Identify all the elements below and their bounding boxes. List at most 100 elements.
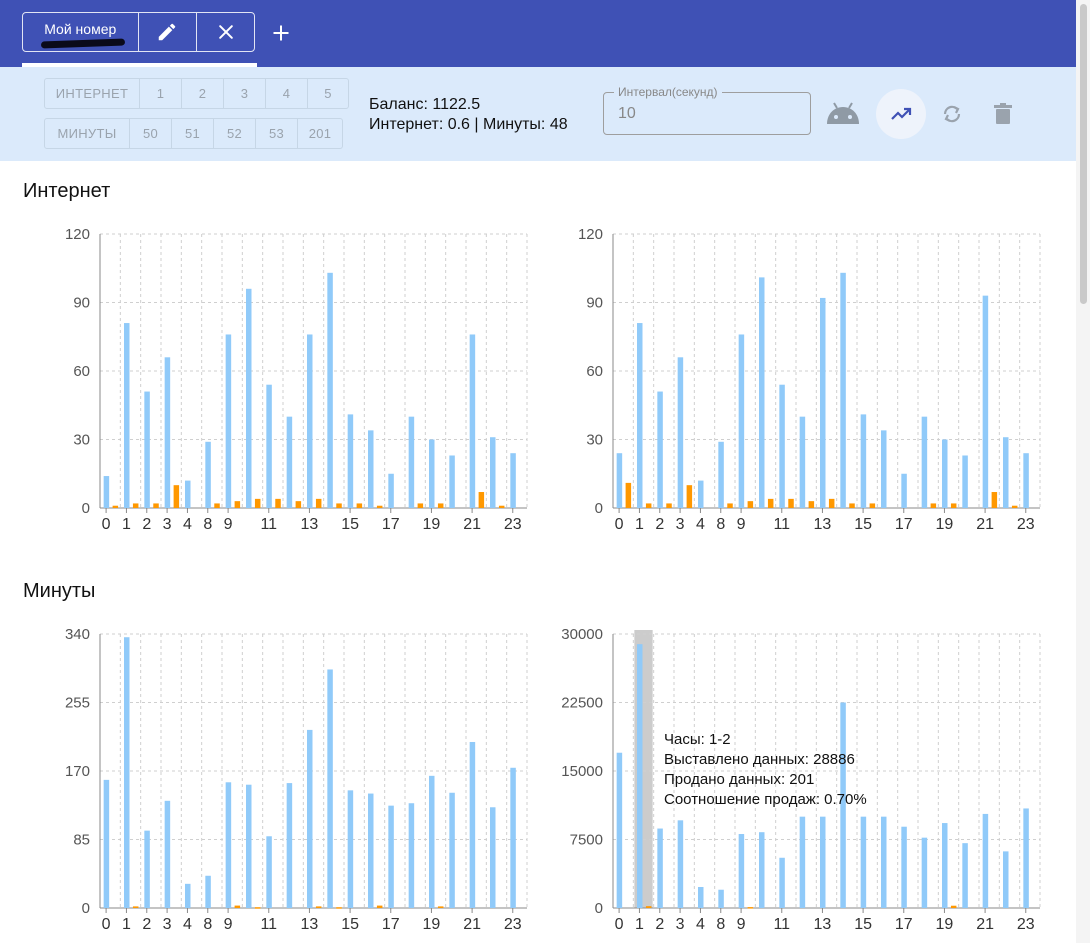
chart-3-y-tick-label: 0 (82, 900, 90, 917)
chart-1-bar-sold (437, 503, 444, 508)
chart-2-bar-sold (849, 503, 855, 508)
chart-1-x-tick-label: 19 (423, 516, 441, 533)
chart-1-x-tick-label: 21 (463, 516, 481, 533)
internet-option-4[interactable]: 4 (265, 79, 307, 108)
minutes-option-52[interactable]: 52 (213, 119, 255, 148)
edit-tab-button[interactable] (139, 13, 197, 51)
balance-text: Баланс: 1122.5 (369, 96, 481, 113)
close-tab-button[interactable] (196, 13, 254, 51)
minutes-option-50[interactable]: 50 (129, 119, 171, 148)
chart-2-y-tick-label: 60 (586, 363, 603, 380)
chart-4-x-tick-label: 21 (976, 916, 994, 933)
chart-1-y-tick-label: 90 (73, 295, 90, 312)
chart-2-y-tick-label: 0 (595, 500, 603, 517)
internet-option-5[interactable]: 5 (307, 79, 348, 108)
chart-4-bar-listed (758, 832, 765, 908)
chart-tooltip: Часы: 1-2 Выставлено данных: 28886 Прода… (664, 730, 867, 810)
chart-1-bar-listed (449, 455, 455, 508)
chart-2-x-tick-label: 23 (1017, 516, 1035, 533)
chart-2-bar-listed (982, 295, 989, 508)
chart-2-x-tick-label: 11 (773, 516, 790, 533)
chart-4-bar-listed (1023, 808, 1029, 908)
internet-option-2[interactable]: 2 (181, 79, 223, 108)
chart-1-x-tick-label: 1 (122, 516, 131, 533)
interval-label: Интервал(секунд) (614, 85, 722, 99)
minutes-option-201[interactable]: 201 (297, 119, 342, 148)
chart-3-bar-sold (315, 906, 322, 908)
chart-3-y-tick-label: 85 (73, 832, 90, 849)
chart-1-bar-listed (469, 334, 476, 508)
tooltip-sold: Продано данных: 201 (664, 771, 815, 788)
trending-up-icon (891, 107, 912, 120)
chart-3-x-tick-label: 8 (203, 916, 212, 933)
chart-1-bar-listed (489, 437, 496, 508)
chart-3-bar-listed (347, 790, 354, 908)
chart-3-bar-sold (254, 907, 261, 909)
internet-label-button[interactable]: ИНТЕРНЕТ (55, 86, 129, 101)
chart-2-bar-sold (747, 501, 754, 508)
minutes-option-51[interactable]: 51 (171, 119, 213, 148)
chart-4-x-tick-label: 3 (676, 916, 685, 933)
chart-1-bar-sold (132, 503, 139, 508)
chart-1-bar-sold (417, 503, 424, 508)
chart-2-x-tick-label: 0 (615, 516, 624, 533)
chart-2-bar-sold (991, 492, 998, 508)
chart-4-x-tick-label: 13 (814, 916, 832, 933)
chart-4-x-tick-label: 19 (936, 916, 954, 933)
chart-4-x-tick-label: 0 (615, 916, 624, 933)
chart-3-x-tick-label: 3 (163, 916, 172, 933)
minutes-option-53[interactable]: 53 (255, 119, 297, 148)
chart-1-x-tick-label: 2 (142, 516, 151, 533)
chart-4-bar-listed (779, 857, 785, 908)
chart-4-y-tick-label: 15000 (561, 763, 603, 780)
chart-3-x-tick-label: 23 (504, 916, 522, 933)
chart-4-bar-listed (697, 886, 704, 908)
trend-view-button[interactable] (876, 89, 926, 139)
internet-option-3[interactable]: 3 (223, 79, 265, 108)
chart-3-bar-listed (205, 875, 211, 908)
chart-1-x-tick-label: 0 (102, 516, 111, 533)
chart-2-bar-listed (738, 334, 745, 508)
interval-field[interactable]: Интервал(секунд) 10 (603, 85, 811, 135)
chart-1-bar-sold (153, 503, 159, 508)
chart-1-y-tick-label: 120 (65, 226, 90, 243)
internet-option-1[interactable]: 1 (139, 79, 181, 108)
chart-4-x-tick-label: 8 (716, 916, 725, 933)
chart-4-bar-listed (799, 816, 806, 908)
chart-4-x-tick-label: 1 (635, 916, 644, 933)
chart-3-bar-sold (336, 907, 342, 909)
top-app-bar: Мой номер (0, 0, 1076, 67)
chart-1-bar-listed (225, 334, 232, 508)
chart-2-bar-sold (645, 503, 652, 508)
chart-4-bar-sold (950, 905, 957, 908)
chart-3-bar-listed (184, 883, 191, 908)
android-button[interactable] (818, 89, 868, 139)
scrollbar-thumb[interactable] (1080, 4, 1087, 304)
tooltip-ratio: Соотношение продаж: 0.70% (664, 791, 867, 808)
chart-2-x-tick-label: 4 (696, 516, 705, 533)
delete-button[interactable] (978, 89, 1028, 139)
chart-2-bar-listed (677, 357, 684, 508)
chart-3-bar-listed (286, 783, 293, 908)
chart-4-bar-listed (921, 837, 928, 908)
interval-input-value: 10 (618, 105, 636, 122)
chart-4-x-tick-label: 4 (696, 916, 705, 933)
minutes-package-group: МИНУТЫ 50 51 52 53 201 (44, 118, 343, 149)
chart-4-bar-listed (636, 644, 643, 908)
minutes-label-button[interactable]: МИНУТЫ (57, 126, 117, 141)
add-tab-button[interactable] (266, 18, 296, 48)
refresh-button[interactable] (927, 89, 977, 139)
chart-1-bar-sold (112, 505, 119, 508)
chart-2-bar-listed (1023, 453, 1029, 508)
chart-1-bar-sold (254, 498, 261, 508)
tab-my-number[interactable]: Мой номер (23, 13, 139, 51)
chart-2-x-tick-label: 9 (737, 516, 746, 533)
chart-4-x-tick-label: 9 (737, 916, 746, 933)
chart-2-x-tick-label: 19 (936, 516, 954, 533)
chart-2-bar-sold (808, 501, 815, 508)
chart-1-bar-listed (327, 272, 333, 508)
chart-2-bar-listed (697, 480, 704, 508)
chart-3-bar-sold (132, 906, 139, 908)
chart-3-x-tick-label: 4 (183, 916, 192, 933)
